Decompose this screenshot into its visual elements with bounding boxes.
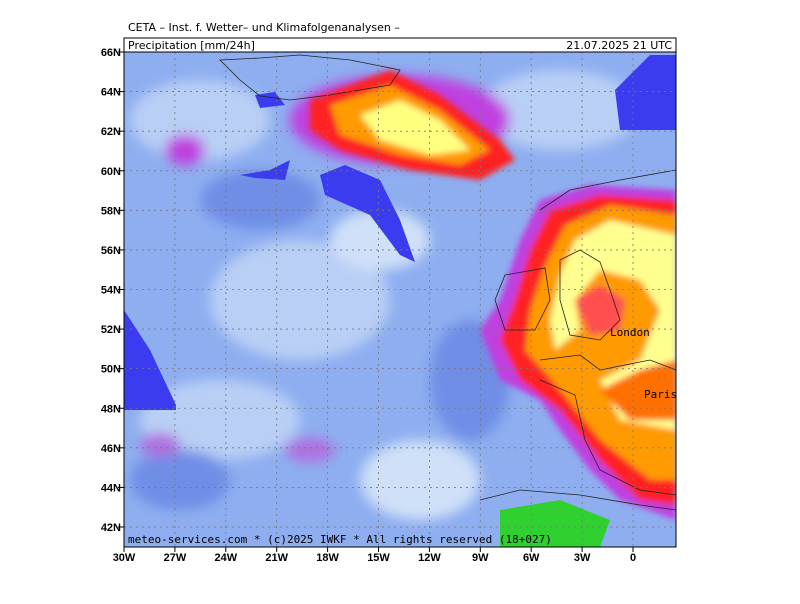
lon-label: 18W: [316, 552, 339, 564]
city-label: London: [610, 326, 650, 339]
graticule: [124, 52, 676, 547]
lat-label: 46N: [101, 443, 121, 455]
lat-label: 42N: [101, 522, 121, 534]
footer: meteo-services.com * (c)2025 IWKF * All …: [128, 533, 552, 546]
lon-label: 0: [630, 552, 636, 564]
precip-field: [124, 52, 676, 547]
lat-label: 54N: [101, 285, 121, 297]
lat-label: 50N: [101, 364, 121, 376]
city-label: Paris: [644, 388, 677, 401]
lon-label: 27W: [164, 552, 187, 564]
lon-label: 3W: [574, 552, 591, 564]
lon-label: 9W: [472, 552, 489, 564]
institute: CETA – Inst. f. Wetter– und Klimafolgena…: [128, 21, 400, 34]
lat-label: 62N: [101, 126, 121, 138]
map-frame: [123, 51, 677, 548]
lat-label: 58N: [101, 205, 121, 217]
parameter: Precipitation [mm/24h]: [128, 39, 255, 52]
lon-label: 24W: [214, 552, 237, 564]
lon-label: 12W: [418, 552, 441, 564]
lat-label: 52N: [101, 324, 121, 336]
lon-label: 21W: [265, 552, 288, 564]
lon-label: 15W: [367, 552, 390, 564]
lat-label: 44N: [101, 482, 121, 494]
valid-time: 21.07.2025 21 UTC: [566, 39, 672, 52]
lat-label: 66N: [101, 47, 121, 59]
lat-label: 64N: [101, 87, 121, 99]
lon-label: 6W: [523, 552, 540, 564]
lat-label: 48N: [101, 403, 121, 415]
lat-label: 56N: [101, 245, 121, 257]
coastlines: [219, 54, 676, 511]
lat-label: 60N: [101, 166, 121, 178]
lon-label: 30W: [113, 552, 136, 564]
